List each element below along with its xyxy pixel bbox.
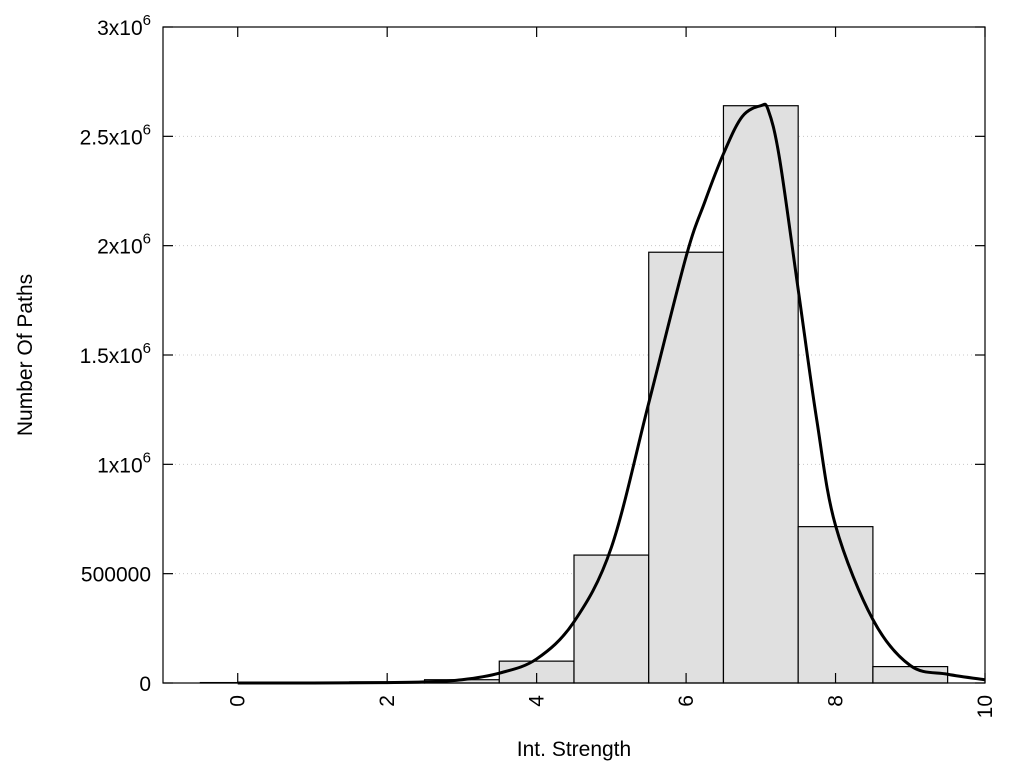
x-tick-label: 2 [376,695,399,707]
y-axis: 0 500000 1x106 1.5x106 2x106 2.5x106 3x106 [80,12,985,696]
y-tick-label: 0 [139,673,151,696]
y-tick-label: 500000 [81,564,151,587]
histogram-bars [199,105,949,684]
fit-curve-layer [237,102,986,685]
fit-curve [237,102,986,685]
histogram-bar [722,105,799,684]
x-tick-label: 0 [227,695,250,707]
histogram-bar [648,251,725,684]
x-axis: 0 2 4 6 8 10 [227,27,997,718]
x-tick-label: 8 [825,695,848,707]
x-axis-title: Int. Strength [517,738,631,761]
x-tick-label: 4 [526,695,549,707]
y-tick-label: 2.5x106 [80,121,151,149]
y-tick-label: 2x106 [97,231,151,259]
grid-lines [163,135,985,575]
y-axis-title: Number Of Paths [14,274,37,436]
histogram-bar [573,554,650,684]
histogram-bar [797,526,874,684]
x-tick-label: 6 [675,695,698,707]
y-tick-label: 3x106 [97,12,151,40]
y-tick-label: 1.5x106 [80,340,151,368]
histogram-bar [872,665,949,684]
x-tick-label: 10 [974,695,997,718]
y-tick-label: 1x106 [97,449,151,477]
